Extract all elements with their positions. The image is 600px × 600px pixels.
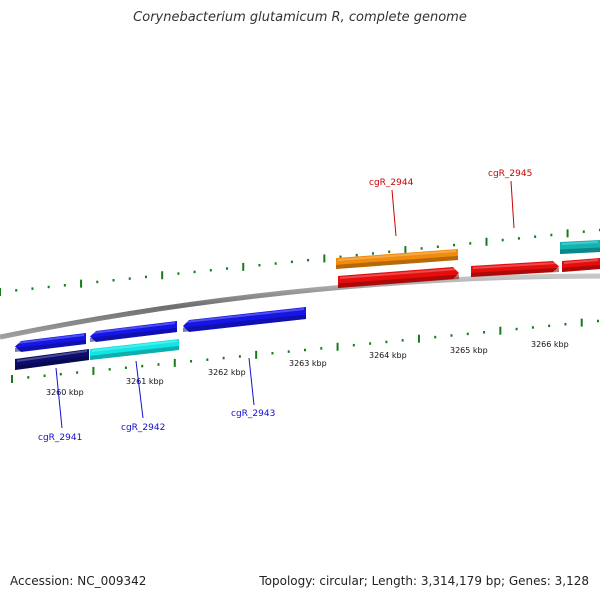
gene-label: cgR_2941 [38,433,82,443]
gene-arrow[interactable] [90,321,177,342]
gene-arrow[interactable] [471,261,559,277]
gene-arrow[interactable] [562,258,600,272]
label-leader-line [391,189,397,237]
label-leader-line [248,357,255,406]
gene-label: cgR_2945 [488,169,532,179]
accession-text: Accession: NC_009342 [10,574,147,588]
scale-tick-label: 3265 kbp [450,346,488,355]
scale-tick-label: 3260 kbp [46,388,84,397]
gene-arrow[interactable] [90,339,179,360]
gene-labels: cgR_2941 cgR_2942 cgR_2943 cgR_2944 cgR_2945 [38,169,532,443]
genome-backbone [0,273,600,340]
gene-arrow[interactable] [15,349,89,370]
gene-label: cgR_2942 [121,423,165,433]
gene-label: cgR_2944 [369,178,414,188]
label-leader-line [135,360,144,419]
topology-summary: Topology: circular; Length: 3,314,179 bp… [259,574,589,588]
scale-tick-label: 3266 kbp [531,340,569,349]
label-leader-line [55,367,63,429]
gene-features [15,240,600,370]
gene-label: cgR_2943 [231,409,275,419]
label-leader-line [510,180,515,229]
gene-arrow[interactable] [560,240,600,254]
scale-tick-label: 3262 kbp [208,368,246,377]
map-title: Corynebacterium glutamicum R, complete g… [133,10,467,25]
scale-tick-label: 3261 kbp [126,377,164,386]
gene-arrow[interactable] [338,267,459,288]
gene-arrow[interactable] [183,307,306,332]
scale-tick-label: 3264 kbp [369,351,407,360]
scale-tick-label: 3263 kbp [289,359,327,368]
gene-arrow[interactable] [15,333,86,352]
gene-arrow[interactable] [336,249,458,269]
tick-marks: 3260 kbp 3261 kbp 3262 kbp 3263 kbp 3264 kbp… [0,228,600,397]
